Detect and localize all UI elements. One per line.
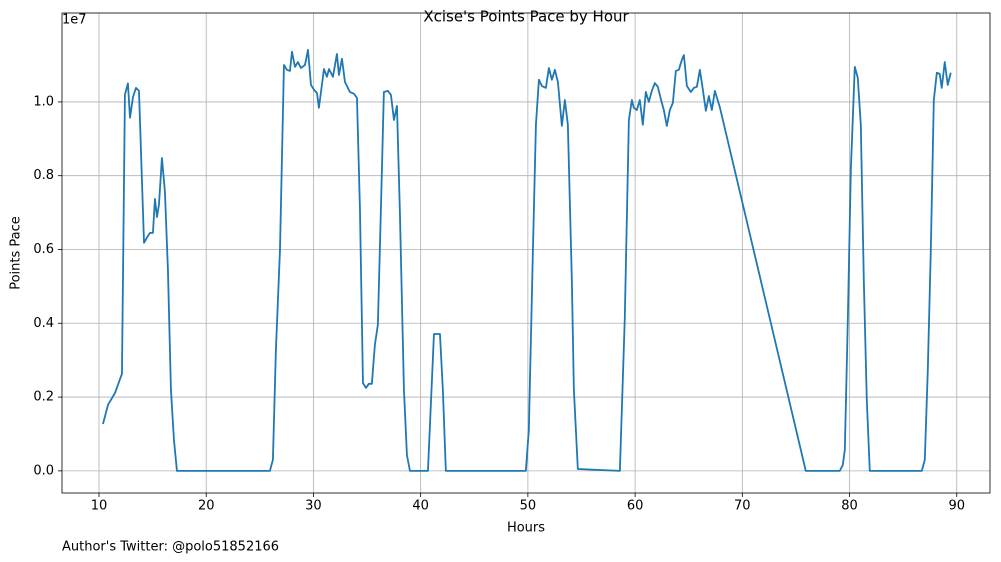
x-tick-label: 20 [198, 499, 215, 514]
y-tick-label: 0.0 [33, 463, 54, 478]
chart-title: Xcise's Points Pace by Hour [423, 8, 629, 26]
plot [102, 48, 952, 472]
y-tick-label: 0.2 [33, 390, 54, 405]
x-tick-label: 60 [627, 499, 644, 514]
annotation: Author's Twitter: @polo51852166 [62, 540, 279, 555]
x-tick-label: 80 [841, 499, 858, 514]
y-tick-label: 0.8 [33, 168, 54, 183]
x-tick-label: 30 [305, 499, 322, 514]
y-tick-label: 0.6 [33, 242, 54, 257]
axes-frame [61, 12, 991, 494]
y-offset-label: 1e7 [62, 13, 87, 28]
x-tick-label: 40 [412, 499, 429, 514]
x-tick-label: 90 [948, 499, 965, 514]
x-axis-label: Hours [507, 521, 545, 536]
data-line [102, 48, 952, 472]
x-tick-label: 50 [520, 499, 537, 514]
y-tick-label: 0.4 [33, 316, 54, 331]
y-axis-label: Points Pace [9, 216, 24, 290]
x-tick-label: 70 [734, 499, 751, 514]
x-tick-label: 10 [91, 499, 108, 514]
y-tick-label: 1.0 [33, 94, 54, 109]
